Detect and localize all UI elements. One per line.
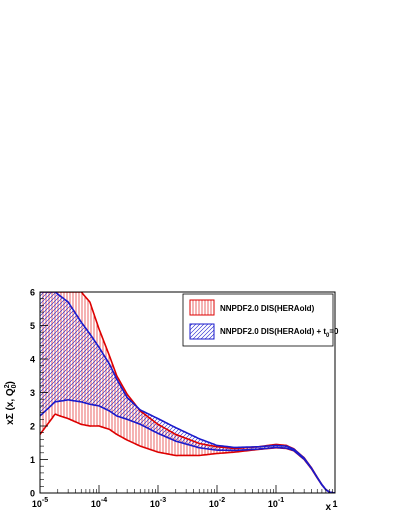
legend-label-red-band: NNPDF2.0 DIS(HERAold) [220, 304, 315, 313]
legend-label-blue-main: NNPDF2.0 DIS(HERAold) + t [220, 327, 326, 336]
y-axis-title-sup: 2 [4, 384, 11, 388]
y-tick-label: 5 [30, 321, 35, 331]
x-tick-label: 10-4 [91, 497, 107, 509]
legend-label-blue-tail: =0 [329, 327, 339, 336]
band-fill-1 [40, 292, 335, 493]
legend: NNPDF2.0 DIS(HERAold) NNPDF2.0 DIS(HERAo… [182, 293, 339, 347]
band-curves [40, 292, 335, 493]
x-tick-label: 1 [332, 499, 337, 509]
uncertainty-bands [40, 292, 335, 493]
x-axis-title: x [325, 502, 331, 513]
y-axis-title-close: ) [5, 381, 16, 384]
x-tick-label: 10-1 [268, 497, 284, 509]
y-tick-label: 6 [30, 288, 35, 298]
x-axis: 10-5 10-4 10-3 10-2 10-1 1 [32, 485, 338, 509]
legend-label-blue-band: NNPDF2.0 DIS(HERAold) + t0=0 [220, 327, 339, 339]
band-lower-curve-1 [40, 399, 335, 493]
x-tick-label: 10-2 [209, 497, 225, 509]
legend-label-blue-sub: 0 [326, 333, 330, 339]
legend-swatch-blue-band [189, 323, 215, 340]
y-axis-title-sub: 0 [11, 384, 18, 388]
y-tick-label: 3 [30, 388, 35, 398]
y-axis: 0 1 2 3 4 5 6 [30, 288, 48, 499]
y-tick-label: 0 [30, 489, 35, 499]
y-axis-title-main: xΣ (x, Q [5, 388, 16, 425]
x-tick-label: 10-5 [32, 497, 48, 509]
y-tick-label: 1 [30, 455, 35, 465]
y-axis-title: xΣ (x, Q20) [4, 381, 18, 425]
x-tick-label: 10-3 [150, 497, 166, 509]
y-tick-label: 2 [30, 422, 35, 432]
y-tick-label: 4 [30, 355, 35, 365]
legend-swatch-red-band [189, 299, 215, 316]
